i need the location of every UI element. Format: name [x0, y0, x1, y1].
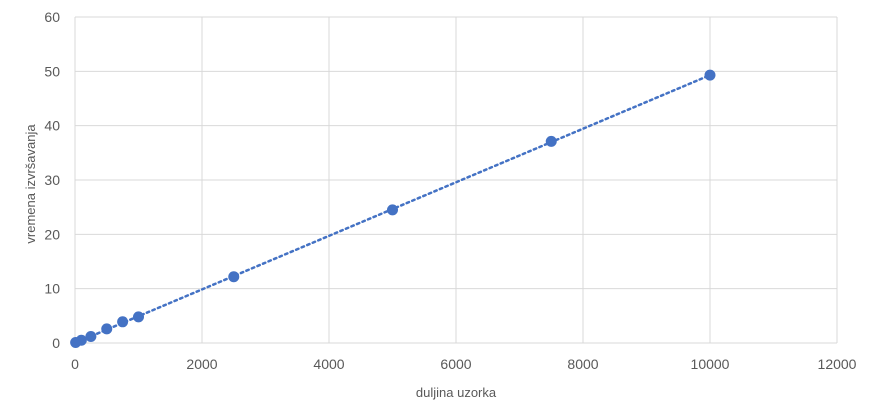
- y-axis-title: vremena izvršavanja: [23, 124, 38, 244]
- data-point: [101, 323, 113, 335]
- x-tick-label: 8000: [567, 356, 598, 372]
- data-points: [70, 69, 716, 348]
- y-tick-label: 60: [44, 9, 60, 25]
- y-tick-label: 0: [52, 335, 60, 351]
- y-tick-label: 20: [44, 226, 60, 242]
- data-point: [85, 330, 97, 342]
- x-axis-title: duljina uzorka: [416, 385, 497, 400]
- data-point: [133, 311, 144, 323]
- x-tick-label: 10000: [691, 356, 730, 372]
- x-tick-label: 4000: [313, 356, 344, 372]
- x-tick-label: 6000: [440, 356, 471, 372]
- data-point: [228, 271, 240, 283]
- grid-lines: [74, 16, 838, 344]
- y-tick-labels: 0 10 20 30 40 50 60: [44, 9, 60, 351]
- y-tick-label: 30: [44, 172, 60, 188]
- data-point: [545, 135, 557, 147]
- y-tick-label: 40: [44, 118, 60, 134]
- x-tick-label: 0: [71, 356, 79, 372]
- x-tick-label: 2000: [186, 356, 217, 372]
- x-tick-label: 12000: [818, 356, 857, 372]
- x-tick-labels: 0 2000 4000 6000 8000 10000 12000: [71, 356, 857, 372]
- data-point: [75, 334, 87, 346]
- data-point: [117, 316, 129, 328]
- y-tick-label: 10: [44, 281, 60, 297]
- y-tick-label: 50: [44, 63, 60, 79]
- data-point: [387, 204, 398, 216]
- data-point: [704, 69, 716, 81]
